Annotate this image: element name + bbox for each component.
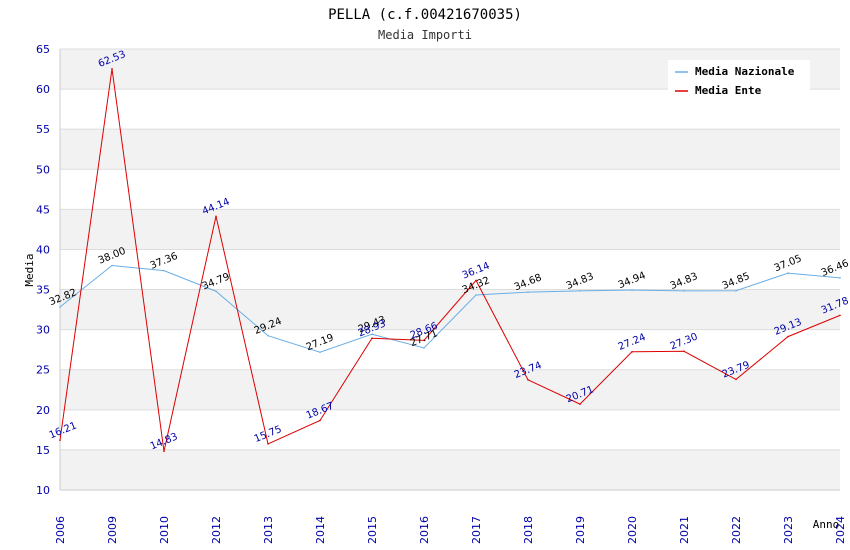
data-point (787, 272, 789, 274)
y-tick-label: 45 (36, 203, 50, 216)
grid-band (60, 249, 840, 290)
x-tick-label: 2020 (626, 516, 639, 544)
data-point (423, 339, 425, 342)
grid-band (60, 449, 840, 490)
data-point (59, 306, 61, 308)
y-tick-label: 40 (36, 243, 50, 256)
x-tick-label: 2024 (834, 516, 847, 544)
data-point (267, 443, 269, 445)
data-point (579, 290, 581, 292)
data-point (579, 403, 581, 405)
data-point (267, 334, 269, 337)
y-tick-label: 60 (36, 83, 50, 96)
data-point (319, 351, 321, 353)
x-tick-label: 2016 (418, 516, 431, 544)
data-point (787, 335, 789, 338)
grid-bands (60, 49, 840, 490)
data-point (527, 291, 529, 293)
x-tick-label: 2013 (262, 516, 275, 544)
data-point (683, 290, 685, 292)
data-point (735, 289, 737, 292)
y-tick-label: 20 (36, 404, 50, 417)
x-axis-ticks: 2006 2009 2010 2012 2013 2014 2015 2016 2017 2018… (54, 516, 847, 544)
grid-band (60, 369, 840, 410)
x-tick-label: 2014 (314, 516, 327, 544)
axes (59, 49, 840, 491)
x-tick-label: 2021 (678, 516, 691, 544)
data-point (163, 450, 165, 453)
legend-label-media-ente: Media Ente (695, 84, 762, 97)
data-point (527, 379, 529, 381)
data-point (475, 294, 477, 296)
y-tick-label: 10 (36, 484, 50, 497)
y-tick-label: 15 (36, 444, 50, 457)
data-point (163, 269, 165, 272)
series-lines (59, 68, 841, 453)
x-tick-label: 2017 (470, 516, 483, 544)
chart-subtitle: Media Importi (378, 28, 472, 42)
y-tick-label: 35 (36, 284, 50, 297)
data-point (371, 337, 373, 340)
y-axis-ticks: 10 15 20 25 30 35 40 45 50 55 60 65 (36, 43, 50, 497)
data-point (683, 350, 685, 353)
data-point (215, 290, 217, 293)
grid-band (60, 289, 840, 330)
y-axis-label: Media (23, 253, 36, 286)
y-tick-label: 65 (36, 43, 50, 56)
data-point (631, 289, 633, 291)
data-point (111, 68, 113, 70)
y-tick-label: 55 (36, 123, 50, 136)
y-tick-label: 25 (36, 364, 50, 377)
x-tick-label: 2019 (574, 516, 587, 544)
data-point (319, 419, 321, 422)
data-point (631, 350, 633, 353)
data-point (59, 439, 61, 442)
x-tick-label: 2015 (366, 516, 379, 544)
legend: Media Nazionale Media Ente (668, 60, 810, 102)
data-point (111, 264, 113, 267)
data-point (839, 314, 841, 317)
x-tick-label: 2006 (54, 516, 67, 544)
legend-box (668, 60, 810, 102)
data-point (371, 333, 373, 336)
series-line-media-ente (59, 68, 841, 452)
grid-band (60, 129, 840, 170)
y-tick-label: 30 (36, 324, 50, 337)
grid-band (60, 169, 840, 210)
x-tick-label: 2009 (106, 516, 119, 544)
x-tick-label: 2010 (158, 516, 171, 544)
x-tick-label: 2018 (522, 516, 535, 544)
x-tick-label: 2012 (210, 516, 223, 544)
chart-title: PELLA (c.f.00421670035) (328, 7, 522, 23)
data-point (475, 279, 477, 282)
data-point (423, 347, 425, 349)
data-point (735, 378, 737, 381)
grid-band (60, 329, 840, 370)
series-line-media-nazionale (59, 264, 841, 353)
x-tick-label: 2023 (782, 516, 795, 544)
x-axis-label: Anno (813, 518, 840, 531)
data-point (215, 215, 217, 218)
grid-band (60, 409, 840, 450)
y-tick-label: 50 (36, 163, 50, 176)
legend-label-media-nazionale: Media Nazionale (695, 65, 795, 78)
data-point (839, 277, 841, 279)
grid-band (60, 209, 840, 250)
x-tick-label: 2022 (730, 516, 743, 544)
